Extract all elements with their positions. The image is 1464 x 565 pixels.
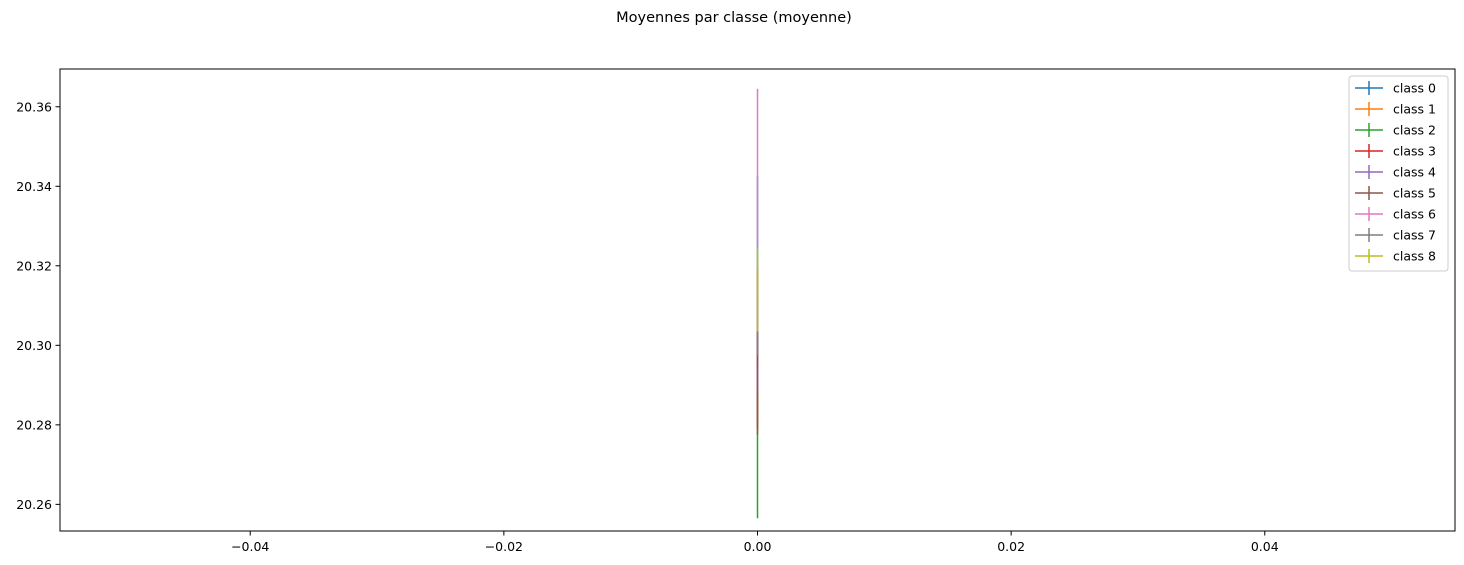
x-tick-label: 0.04: [1251, 539, 1279, 554]
legend-label: class 7: [1393, 228, 1436, 243]
legend-label: class 6: [1393, 207, 1436, 222]
legend-label: class 3: [1393, 144, 1436, 159]
legend-item: class 8: [1355, 249, 1436, 264]
y-axis: 20.26 20.28 20.30 20.32 20.34 20.36: [16, 99, 60, 512]
legend-label: class 8: [1393, 249, 1436, 264]
y-tick-label: 20.34: [16, 179, 52, 194]
legend-item: class 1: [1355, 102, 1436, 117]
legend-item: class 4: [1355, 165, 1436, 180]
x-tick-label: −0.02: [485, 539, 523, 554]
legend-label: class 1: [1393, 102, 1436, 117]
legend-label: class 0: [1393, 81, 1436, 96]
y-tick-label: 20.36: [16, 99, 52, 114]
y-tick-label: 20.26: [16, 497, 52, 512]
legend-label: class 4: [1393, 165, 1436, 180]
legend-item: class 5: [1355, 186, 1436, 201]
y-tick-label: 20.32: [16, 258, 52, 273]
x-axis: −0.04 −0.02 0.00 0.02 0.04: [231, 531, 1279, 554]
legend-label: class 2: [1393, 123, 1436, 138]
legend-item: class 3: [1355, 144, 1436, 159]
x-tick-label: 0.02: [997, 539, 1025, 554]
legend-frame: [1348, 75, 1449, 272]
y-tick-label: 20.28: [16, 417, 52, 432]
legend-item: class 0: [1355, 81, 1436, 96]
legend-label: class 5: [1393, 186, 1436, 201]
x-tick-label: −0.04: [231, 539, 269, 554]
legend-item: class 6: [1355, 207, 1436, 222]
legend-item: class 7: [1355, 228, 1436, 243]
chart-title: Moyennes par classe (moyenne): [616, 10, 852, 26]
legend: class 0 class 1 class 2 class 3 class 4 class…: [1348, 75, 1449, 272]
x-tick-label: 0.00: [744, 539, 772, 554]
legend-item: class 2: [1355, 123, 1436, 138]
y-tick-label: 20.30: [16, 338, 52, 353]
